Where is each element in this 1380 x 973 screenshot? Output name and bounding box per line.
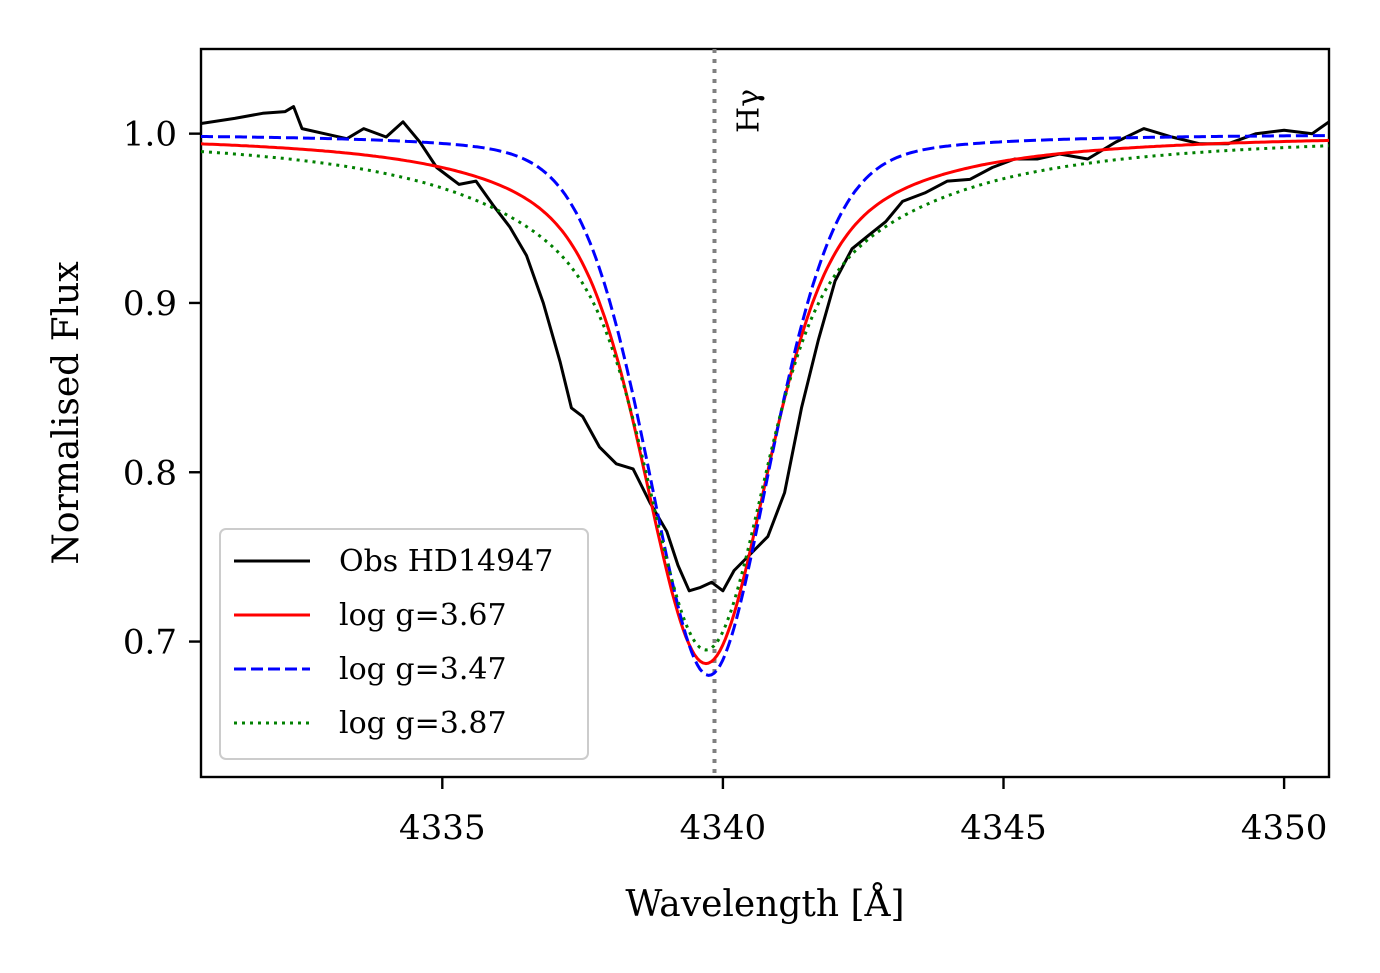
series-line-0 bbox=[201, 105, 1329, 593]
legend-label: log g=3.47 bbox=[339, 652, 507, 687]
y-tick-label: 0.8 bbox=[123, 453, 177, 493]
plot-frame bbox=[199, 47, 1331, 779]
legend: Obs HD14947 log g=3.67 log g=3.47 log g=3.8… bbox=[219, 528, 589, 760]
y-tick-label: 0.9 bbox=[123, 284, 177, 324]
y-tick-label: 1.0 bbox=[123, 115, 177, 155]
legend-label: log g=3.87 bbox=[339, 706, 507, 741]
h-gamma-label: Hγ bbox=[731, 89, 766, 133]
y-tick-label: 0.7 bbox=[123, 623, 177, 663]
legend-label: Obs HD14947 bbox=[339, 544, 553, 579]
legend-box bbox=[219, 528, 589, 760]
legend-label: log g=3.67 bbox=[339, 598, 507, 633]
x-tick-label: 4350 bbox=[1241, 808, 1328, 848]
x-tick-label: 4335 bbox=[399, 808, 486, 848]
y-axis-label: Normalised Flux bbox=[46, 261, 87, 564]
x-tick-label: 4340 bbox=[680, 808, 767, 848]
x-tick-label: 4345 bbox=[960, 808, 1047, 848]
x-axis-label: Wavelength [Å] bbox=[625, 883, 904, 925]
series-line-2 bbox=[201, 134, 1329, 677]
